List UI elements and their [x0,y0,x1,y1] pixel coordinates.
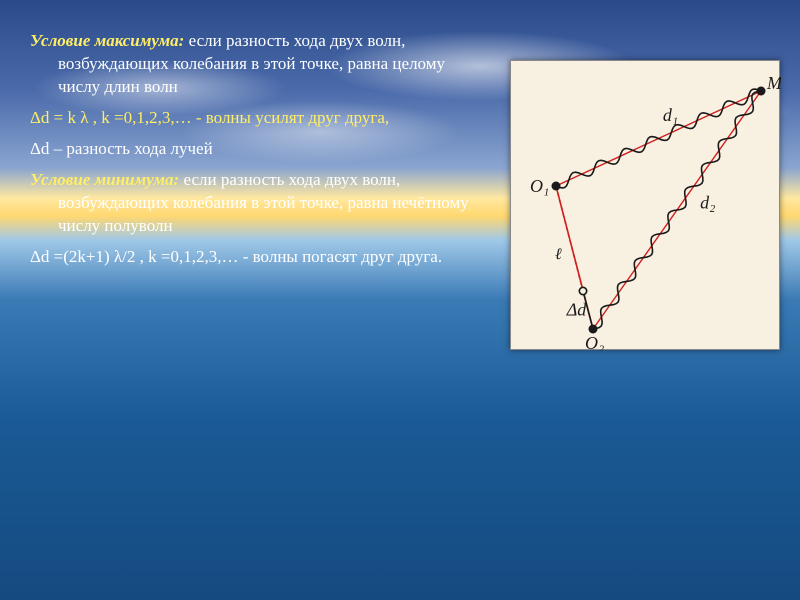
svg-text:ℓ: ℓ [555,246,562,263]
paragraph-max: Условие максимума: если разность хода дв… [30,30,490,99]
formula-max: Δd = k λ , k =0,1,2,3,… - волны усилят д… [30,107,490,130]
svg-text:d₂: d₂ [700,192,715,212]
delta-d-definition: Δd – разность хода лучей [30,138,490,161]
term-min: Условие минимума: [30,170,179,189]
svg-text:O₂: O₂ [585,333,604,351]
formula-min: Δd =(2k+1) λ/2 , k =0,1,2,3,… - волны по… [30,246,490,269]
term-max: Условие максимума: [30,31,184,50]
svg-text:M: M [766,73,781,93]
paragraph-min: Условие минимума: если разность хода дву… [30,169,490,238]
diagram-svg: d₁ d₂ Δd O₁ O₂ Mℓ [511,61,781,351]
svg-text:Δd: Δd [566,300,588,320]
svg-text:d₁: d₁ [663,105,678,125]
interference-diagram: d₁ d₂ Δd O₁ O₂ Mℓ [510,60,780,350]
slide-text-block: Условие максимума: если разность хода дв… [30,30,490,276]
svg-text:O₁: O₁ [530,176,549,196]
